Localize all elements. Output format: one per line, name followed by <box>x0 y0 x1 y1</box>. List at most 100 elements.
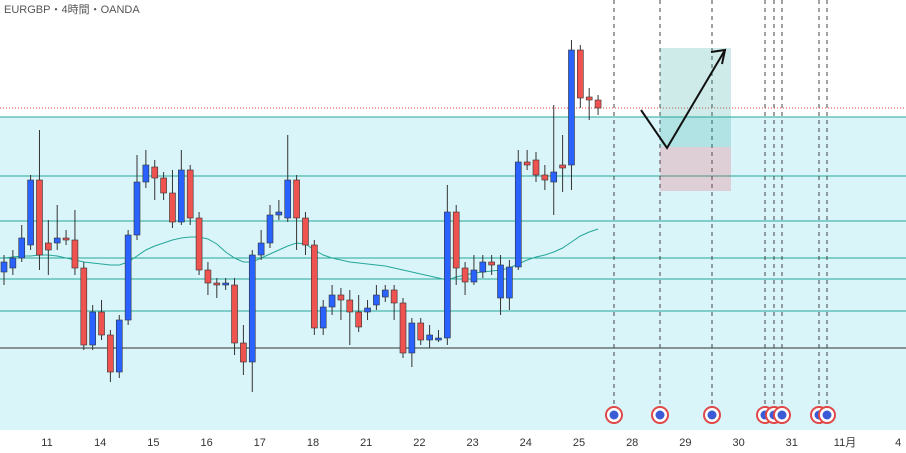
candle-body <box>231 284 238 344</box>
candle-body <box>36 179 43 256</box>
candle-body <box>71 239 79 269</box>
position-tool <box>640 48 731 191</box>
candle-body <box>115 319 123 373</box>
candle-body <box>266 214 274 244</box>
candle-body <box>328 294 336 308</box>
candle-body <box>151 166 159 179</box>
event-icon-core <box>609 410 619 420</box>
x-tick-label: 15 <box>147 437 159 449</box>
candle-body <box>311 244 318 329</box>
candle-body <box>275 211 283 216</box>
candle-body <box>479 261 487 273</box>
x-tick-label: 22 <box>413 437 425 449</box>
candle-body <box>337 294 345 301</box>
candle-body <box>541 174 549 181</box>
x-axis-bg <box>0 430 906 453</box>
candle-body <box>9 257 17 269</box>
x-tick-label: 16 <box>200 437 212 449</box>
candle-body <box>18 237 26 259</box>
event-icon-core <box>822 410 832 420</box>
candle-body <box>399 302 407 354</box>
candle-body <box>195 217 203 271</box>
candle-body <box>293 179 300 219</box>
candle-body <box>532 159 540 176</box>
loss-zone <box>660 147 731 191</box>
x-tick-label: 11 <box>41 437 52 449</box>
candle-body <box>346 299 354 313</box>
candle-body <box>550 171 558 183</box>
candle-body <box>133 181 141 236</box>
profit-zone <box>660 48 731 147</box>
candle-body <box>27 179 34 246</box>
x-tick-label: 11月 <box>834 437 856 449</box>
x-tick-label: 18 <box>307 437 319 449</box>
candle-body <box>594 99 602 109</box>
candle-body <box>444 211 451 339</box>
candle-body <box>222 282 229 286</box>
candle-body <box>169 192 176 223</box>
candle-body <box>160 177 167 194</box>
candle-body <box>186 169 194 219</box>
candle-body <box>319 306 327 329</box>
x-tick-label: 24 <box>520 437 532 449</box>
candle-body <box>488 261 495 266</box>
candle-body <box>364 307 371 313</box>
x-tick-label: 21 <box>360 437 372 449</box>
candle-body <box>408 322 416 354</box>
candle-body <box>559 164 566 169</box>
candle-body <box>426 334 433 341</box>
candle-body <box>178 169 185 223</box>
candle-body <box>506 266 513 299</box>
event-icon-core <box>777 410 787 420</box>
candle-body <box>514 161 522 268</box>
event-icons <box>605 406 836 424</box>
x-tick-label: 17 <box>254 437 266 449</box>
candle-body <box>107 334 114 373</box>
candle-body <box>284 179 292 219</box>
x-tick-label: 31 <box>786 437 798 449</box>
candle-body <box>257 242 265 256</box>
candle-body <box>470 269 478 283</box>
arrow-head <box>710 48 727 65</box>
x-tick-label: 30 <box>732 437 744 449</box>
candle-body <box>45 242 52 251</box>
candle-body <box>568 49 575 166</box>
candle-body <box>142 164 150 183</box>
candle-body <box>0 261 8 273</box>
candle-body <box>204 269 212 284</box>
candle-body <box>390 289 398 304</box>
event-markers <box>613 0 828 405</box>
candle-body <box>417 322 425 341</box>
candle-body <box>302 217 309 246</box>
candle-body <box>577 49 584 99</box>
chart-title: EURGBP・4時間・OANDA <box>4 3 140 16</box>
zone <box>0 117 906 430</box>
candle-body <box>373 294 380 306</box>
candle-body <box>213 282 221 286</box>
x-tick-label: 14 <box>94 437 106 449</box>
candle-body <box>435 337 442 341</box>
candle-body <box>62 237 70 241</box>
x-tick-label: 4 <box>895 437 901 449</box>
candle-body <box>124 234 132 321</box>
candle-body <box>461 267 469 283</box>
candle-body <box>248 254 256 363</box>
x-tick-label: 29 <box>679 437 691 449</box>
event-icon-core <box>707 410 717 420</box>
arrow-path <box>640 49 726 150</box>
candle-body <box>452 211 460 269</box>
candle-body <box>585 96 593 101</box>
candle-body <box>98 311 105 336</box>
candle-body <box>80 267 88 346</box>
x-tick-label: 23 <box>466 437 478 449</box>
candle-body <box>381 289 389 298</box>
candle-body <box>89 311 96 346</box>
x-tick-label: 28 <box>626 437 638 449</box>
candle-body <box>355 311 362 328</box>
candle-body <box>53 237 61 244</box>
x-tick-label: 25 <box>573 437 585 449</box>
candle-body <box>497 264 504 299</box>
candle-body <box>240 342 247 363</box>
event-icon-core <box>655 410 665 420</box>
